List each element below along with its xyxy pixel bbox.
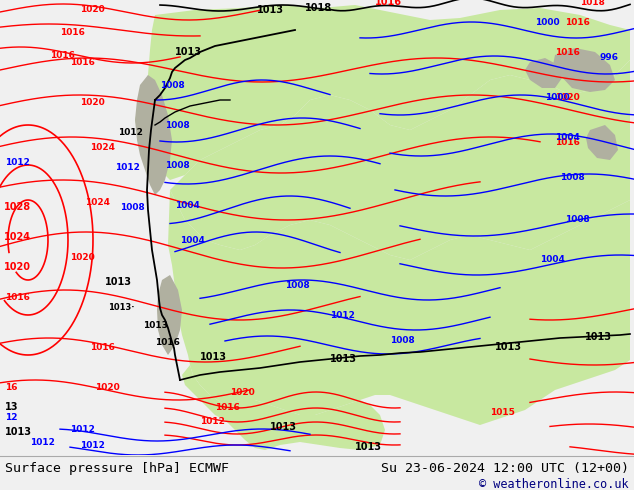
Text: 1013: 1013 (585, 332, 612, 342)
Text: 1012: 1012 (200, 417, 225, 426)
Text: 1013: 1013 (200, 352, 227, 362)
Text: 1012: 1012 (118, 128, 143, 137)
Text: 1004: 1004 (175, 201, 200, 210)
Text: 13: 13 (5, 402, 18, 412)
Text: 1013: 1013 (495, 342, 522, 352)
Text: 12: 12 (5, 413, 18, 422)
Text: Surface pressure [hPa] ECMWF: Surface pressure [hPa] ECMWF (5, 462, 229, 475)
Text: © weatheronline.co.uk: © weatheronline.co.uk (479, 478, 629, 490)
Text: 1013: 1013 (330, 354, 357, 364)
Text: 1000: 1000 (535, 18, 560, 27)
Text: 1004: 1004 (555, 133, 580, 142)
Text: 1018: 1018 (304, 3, 332, 13)
Text: 1020: 1020 (70, 253, 94, 262)
Text: 1020: 1020 (4, 262, 31, 272)
Text: 1000: 1000 (545, 93, 569, 102)
Text: 1020: 1020 (95, 383, 120, 392)
Text: 1016: 1016 (5, 293, 30, 302)
Text: 1024: 1024 (90, 143, 115, 152)
Text: 1024: 1024 (4, 232, 31, 242)
Text: 1004: 1004 (540, 255, 565, 264)
Text: 1016: 1016 (555, 138, 580, 147)
Text: 1020: 1020 (230, 388, 255, 397)
Text: 1016: 1016 (555, 48, 580, 57)
Text: 1018: 1018 (580, 0, 605, 7)
Text: 1013: 1013 (355, 442, 382, 452)
Text: 1008: 1008 (565, 215, 590, 224)
Text: Su 23-06-2024 12:00 UTC (12+00): Su 23-06-2024 12:00 UTC (12+00) (381, 462, 629, 475)
Text: 1020: 1020 (80, 98, 105, 107)
Text: 996: 996 (600, 53, 619, 62)
Text: 1008: 1008 (120, 203, 145, 212)
Text: 1008: 1008 (165, 161, 190, 170)
Text: 1028: 1028 (4, 202, 31, 212)
Text: 1008: 1008 (390, 336, 415, 345)
Text: 1013: 1013 (175, 47, 202, 57)
Text: 16: 16 (5, 383, 18, 392)
Text: 1008: 1008 (560, 173, 585, 182)
Text: 1016: 1016 (375, 0, 402, 7)
Text: 1012: 1012 (115, 163, 140, 172)
Text: 1013: 1013 (105, 277, 132, 287)
Text: 1016: 1016 (60, 28, 85, 37)
Text: 1013: 1013 (5, 427, 32, 437)
Text: 1012: 1012 (80, 441, 105, 450)
Text: 1012: 1012 (5, 158, 30, 167)
Text: 1012: 1012 (70, 425, 95, 434)
Text: 1013·: 1013· (108, 303, 134, 312)
Text: 1016: 1016 (155, 338, 180, 347)
Text: 1016: 1016 (565, 18, 590, 27)
Text: 1015: 1015 (490, 408, 515, 417)
Text: 1013: 1013 (257, 5, 283, 15)
Text: 1013: 1013 (270, 422, 297, 432)
Text: 1020: 1020 (555, 93, 579, 102)
Text: 1008: 1008 (160, 81, 184, 90)
Text: 1012: 1012 (30, 438, 55, 447)
Text: 1008: 1008 (165, 121, 190, 130)
Text: 1020: 1020 (80, 5, 105, 14)
Text: 1024: 1024 (85, 198, 110, 207)
Text: 1016: 1016 (215, 403, 240, 412)
Text: 1016: 1016 (50, 51, 75, 60)
Text: 1016: 1016 (70, 58, 95, 67)
Text: 1012: 1012 (330, 311, 355, 320)
Text: 1016: 1016 (90, 343, 115, 352)
Text: 1008: 1008 (285, 281, 310, 290)
Text: 1013: 1013 (143, 321, 168, 330)
Text: 1004: 1004 (180, 236, 205, 245)
